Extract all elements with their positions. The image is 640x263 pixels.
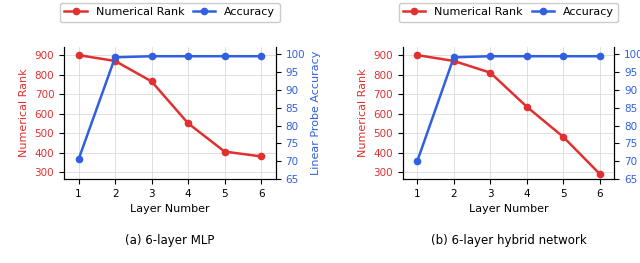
Y-axis label: Numerical Rank: Numerical Rank <box>358 69 368 157</box>
Text: (a) 6-layer MLP: (a) 6-layer MLP <box>125 234 214 247</box>
Numerical Rank <box>75 54 83 57</box>
X-axis label: Layer Number: Layer Number <box>130 204 210 214</box>
Legend: Numerical Rank, Accuracy: Numerical Rank, Accuracy <box>399 3 618 22</box>
Numerical Rank <box>221 150 228 153</box>
Accuracy <box>559 55 567 58</box>
Numerical Rank <box>413 54 421 57</box>
Numerical Rank <box>523 105 531 108</box>
Numerical Rank <box>111 59 119 63</box>
Accuracy <box>148 55 156 58</box>
Legend: Numerical Rank, Accuracy: Numerical Rank, Accuracy <box>60 3 280 22</box>
Accuracy <box>221 55 228 58</box>
X-axis label: Layer Number: Layer Number <box>468 204 548 214</box>
Accuracy <box>413 159 421 163</box>
Numerical Rank <box>148 80 156 83</box>
Line: Numerical Rank: Numerical Rank <box>76 52 264 160</box>
Accuracy <box>450 56 458 59</box>
Line: Accuracy: Accuracy <box>414 53 603 164</box>
Numerical Rank <box>450 59 458 63</box>
Line: Accuracy: Accuracy <box>76 53 264 163</box>
Text: (b) 6-layer hybrid network: (b) 6-layer hybrid network <box>431 234 586 247</box>
Accuracy <box>486 55 494 58</box>
Accuracy <box>523 55 531 58</box>
Numerical Rank <box>559 135 567 139</box>
Numerical Rank <box>486 71 494 74</box>
Accuracy <box>257 55 265 58</box>
Accuracy <box>75 158 83 161</box>
Y-axis label: Linear Probe Accuracy: Linear Probe Accuracy <box>310 51 321 175</box>
Y-axis label: Numerical Rank: Numerical Rank <box>19 69 29 157</box>
Accuracy <box>184 55 192 58</box>
Accuracy <box>596 55 604 58</box>
Line: Numerical Rank: Numerical Rank <box>414 52 603 177</box>
Numerical Rank <box>184 122 192 125</box>
Accuracy <box>111 56 119 59</box>
Numerical Rank <box>257 155 265 158</box>
Numerical Rank <box>596 172 604 175</box>
